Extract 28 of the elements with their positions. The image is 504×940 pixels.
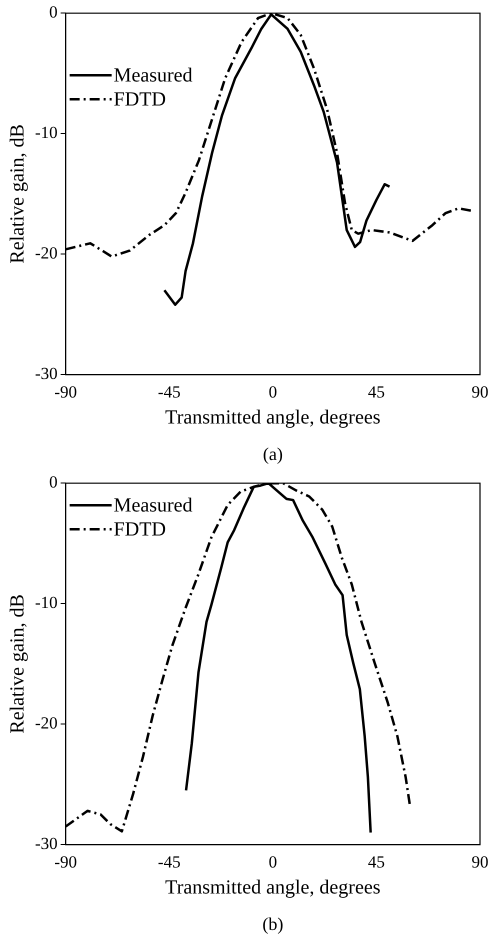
x-axis-title: Transmitted angle, degrees — [165, 406, 381, 428]
x-tick-label: -90 — [54, 852, 77, 872]
y-tick-label: -10 — [34, 123, 58, 142]
y-axis-title: Relative gain, dB — [6, 594, 28, 734]
x-axis-title: Transmitted angle, degrees — [165, 876, 381, 898]
y-tick-label: -30 — [34, 364, 58, 384]
y-tick-label: -20 — [34, 714, 58, 733]
y-tick-label: -30 — [34, 834, 58, 854]
y-axis-title: Relative gain, dB — [6, 124, 28, 264]
x-tick-label: -45 — [158, 852, 181, 872]
y-tick-label: 0 — [49, 472, 58, 492]
x-tick-label: 45 — [368, 852, 385, 872]
y-tick-label: 0 — [49, 2, 58, 22]
x-tick-label: -45 — [158, 382, 181, 402]
legend-label: FDTD — [114, 88, 166, 110]
x-tick-label: 0 — [268, 382, 278, 402]
x-tick-label: 90 — [472, 852, 488, 872]
legend-label: Measured — [114, 64, 193, 86]
x-tick-label: 90 — [472, 382, 488, 402]
text: (a) — [262, 444, 283, 464]
y-tick-label: -10 — [34, 593, 58, 612]
text: (b) — [262, 914, 284, 934]
x-tick-label: 0 — [268, 852, 278, 872]
legend-label: FDTD — [114, 518, 166, 540]
x-tick-label: 45 — [368, 382, 385, 402]
y-tick-label: -20 — [34, 244, 58, 263]
legend-label: Measured — [114, 494, 193, 516]
x-tick-label: -90 — [54, 382, 77, 402]
